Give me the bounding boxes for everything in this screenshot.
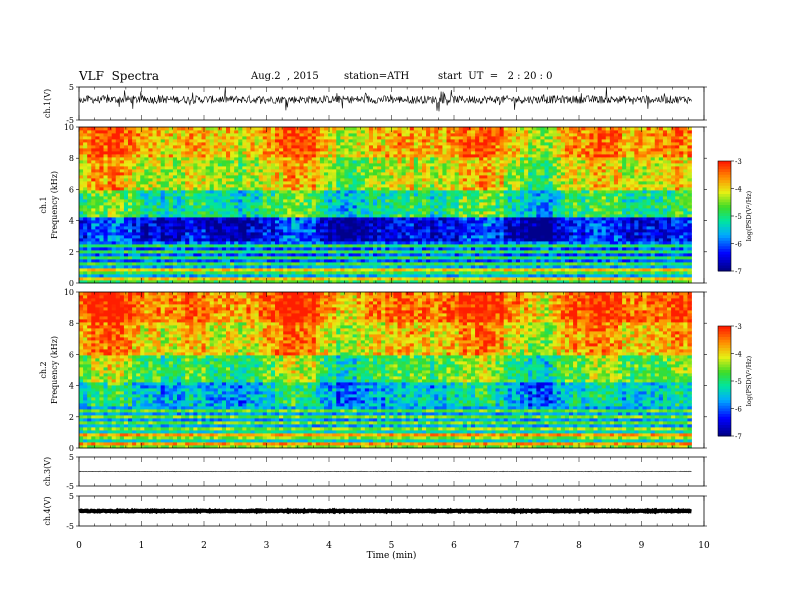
y-axis-label: Frequency (kHz) xyxy=(50,336,59,404)
panel-4: 5 -5 ch.3(V) xyxy=(43,453,707,491)
y-tick-label: 8 xyxy=(69,319,74,328)
y-tick-label: 10 xyxy=(64,288,74,297)
spectrogram-ch1 xyxy=(79,127,692,284)
y-tick-label: 5 xyxy=(69,83,74,92)
colorbar-tick-label: -3 xyxy=(735,158,742,166)
y-tick-label: -5 xyxy=(66,116,74,125)
colorbar-label: log(PSD(V²/Hz) xyxy=(745,355,753,406)
x-tick-label: 9 xyxy=(639,541,645,551)
y-tick-label: 0 xyxy=(69,444,74,453)
x-tick-label: 0 xyxy=(76,541,82,551)
y-axis-label: ch.4(V) xyxy=(43,496,52,525)
y-tick-label: 6 xyxy=(69,185,74,194)
x-tick-label: 5 xyxy=(389,541,395,551)
x-tick-label: 1 xyxy=(139,541,145,551)
colorbar-tick-label: -6 xyxy=(735,241,742,249)
y-tick-label: 2 xyxy=(69,248,74,257)
colorbar: -3 -4 -5 -6 -7 log(PSD(V²/Hz) xyxy=(717,323,753,441)
colorbar-tick-label: -4 xyxy=(735,186,742,194)
x-axis-label: Time (min) xyxy=(367,550,417,561)
y-axis-label: ch.1(V) xyxy=(43,89,52,118)
y-tick-label: 0 xyxy=(69,279,74,288)
y-tick-label: 6 xyxy=(69,350,74,359)
x-tick-label: 3 xyxy=(264,541,270,551)
y-axis-label: ch.2 xyxy=(39,361,48,378)
colorbar-tick-label: -4 xyxy=(735,351,742,359)
chart-title: VLF Spectra xyxy=(79,69,160,83)
x-tick-label: 4 xyxy=(326,541,332,551)
y-tick-label: 2 xyxy=(69,413,74,422)
colorbar-tick-label: -5 xyxy=(735,378,742,386)
x-tick-label: 8 xyxy=(576,541,582,551)
y-tick-label: 5 xyxy=(69,492,74,501)
y-axis-label: ch.1 xyxy=(39,196,48,213)
colorbar-label: log(PSD(V²/Hz) xyxy=(745,190,753,241)
panel-1: 5 -5 ch.1(V) xyxy=(43,83,707,125)
start-time-label: start UT = 2 : 20 : 0 xyxy=(438,71,553,82)
x-tick-label: 10 xyxy=(698,541,710,551)
panel-5: 5 -5 ch.4(V) xyxy=(43,492,707,531)
colorbar-tick-label: -5 xyxy=(735,213,742,221)
y-tick-label: 8 xyxy=(69,154,74,163)
y-tick-label: 10 xyxy=(64,123,74,132)
date-label: Aug.2 , 2015 xyxy=(251,71,319,82)
colorbar: -3 -4 -5 -6 -7 log(PSD(V²/Hz) xyxy=(717,158,753,276)
waveform-trace xyxy=(78,470,692,473)
panel-3: -3 -4 -5 -6 -7 log(PSD(V²/Hz) 0 2 4 6 8 10 ch.2 Frequ… xyxy=(39,288,753,453)
x-tick-label: 6 xyxy=(451,541,457,551)
station-label: station=ATH xyxy=(344,71,410,82)
x-tick-label: 2 xyxy=(201,541,207,551)
y-axis-label: Frequency (kHz) xyxy=(50,171,59,239)
y-tick-label: 4 xyxy=(69,382,74,391)
y-tick-label: -5 xyxy=(66,522,74,531)
y-tick-label: -5 xyxy=(66,482,74,491)
colorbar-tick-label: -6 xyxy=(735,406,742,414)
colorbar-tick-label: -7 xyxy=(735,433,742,441)
waveform-trace xyxy=(78,507,692,515)
y-axis-label: ch.3(V) xyxy=(43,457,52,486)
spectrogram-ch2 xyxy=(79,292,692,449)
y-tick-label: 4 xyxy=(69,217,74,226)
panel-2: -3 -4 -5 -6 -7 log(PSD(V²/Hz) 0 2 4 6 8 10 ch.1 Frequ… xyxy=(39,123,753,288)
x-tick-label: 7 xyxy=(514,541,520,551)
colorbar-tick-label: -3 xyxy=(735,323,742,331)
y-tick-label: 5 xyxy=(69,453,74,462)
colorbar-tick-label: -7 xyxy=(735,268,742,276)
waveform-trace xyxy=(78,86,692,112)
